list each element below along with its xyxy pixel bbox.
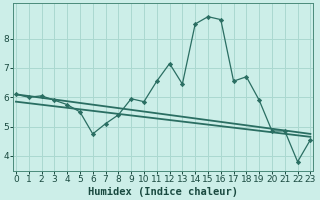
X-axis label: Humidex (Indice chaleur): Humidex (Indice chaleur) xyxy=(88,186,238,197)
